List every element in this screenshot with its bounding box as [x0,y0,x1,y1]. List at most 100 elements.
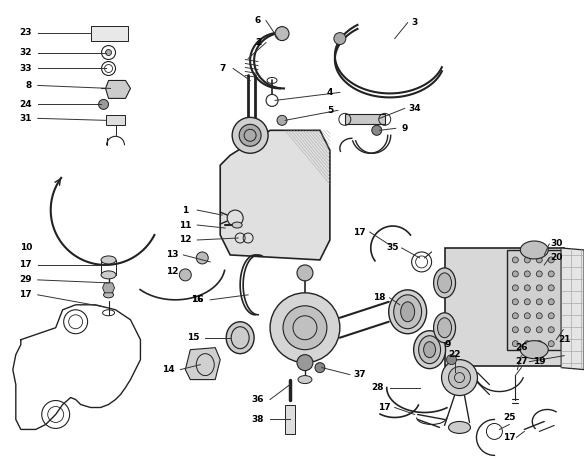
Text: 7: 7 [219,64,225,73]
Polygon shape [220,130,330,260]
Text: 5: 5 [327,106,333,115]
Text: 24: 24 [19,100,32,109]
Circle shape [536,299,542,305]
Polygon shape [285,405,295,435]
Circle shape [548,341,554,347]
Text: 32: 32 [19,48,32,57]
Circle shape [512,313,518,319]
Text: 31: 31 [19,114,32,123]
Circle shape [197,252,208,264]
Circle shape [277,115,287,125]
Ellipse shape [438,318,452,338]
Ellipse shape [298,376,312,384]
Circle shape [524,271,531,277]
Text: 34: 34 [408,104,421,113]
Circle shape [524,257,531,263]
Circle shape [536,341,542,347]
Circle shape [442,360,477,396]
Circle shape [449,367,470,389]
Circle shape [372,125,382,135]
Ellipse shape [394,295,422,329]
Circle shape [548,285,554,291]
Ellipse shape [104,292,113,298]
Text: 17: 17 [19,290,32,299]
Text: 9: 9 [445,340,450,349]
Circle shape [512,257,518,263]
Circle shape [548,327,554,332]
Ellipse shape [232,222,242,228]
Circle shape [275,27,289,40]
Ellipse shape [424,342,436,358]
Text: 16: 16 [191,295,204,304]
Ellipse shape [520,241,548,259]
Ellipse shape [520,341,548,359]
Ellipse shape [388,290,426,334]
Circle shape [524,285,531,291]
Text: 29: 29 [19,276,32,285]
Text: 2: 2 [255,38,261,47]
Text: 21: 21 [558,335,570,344]
Circle shape [524,313,531,319]
Circle shape [548,299,554,305]
Circle shape [548,313,554,319]
Text: 10: 10 [19,244,32,253]
Text: 1: 1 [182,206,188,215]
Text: 20: 20 [550,254,562,263]
Text: 17: 17 [503,433,515,442]
Ellipse shape [101,271,116,279]
Polygon shape [507,250,561,350]
Circle shape [98,99,109,109]
Circle shape [512,327,518,332]
Ellipse shape [433,268,456,298]
Circle shape [536,313,542,319]
Circle shape [524,327,531,332]
Ellipse shape [414,331,446,369]
Text: 35: 35 [387,244,399,253]
Text: 19: 19 [533,357,546,366]
Text: 12: 12 [179,236,191,245]
Text: 18: 18 [373,294,386,302]
Circle shape [297,355,313,370]
Ellipse shape [438,273,452,293]
Circle shape [446,355,456,365]
Ellipse shape [449,421,470,433]
Circle shape [180,269,191,281]
Ellipse shape [401,302,415,322]
Text: 30: 30 [550,239,562,248]
Text: 37: 37 [353,370,366,379]
Circle shape [536,327,542,332]
Text: 25: 25 [503,413,515,422]
Text: 17: 17 [378,403,391,412]
Circle shape [512,271,518,277]
Text: 17: 17 [19,260,32,269]
Circle shape [524,341,531,347]
Circle shape [536,257,542,263]
Text: 16: 16 [191,295,204,304]
Circle shape [315,362,325,372]
Circle shape [536,271,542,277]
Circle shape [524,299,531,305]
Text: 33: 33 [19,64,32,73]
Circle shape [232,117,268,153]
Text: 22: 22 [448,350,461,359]
Circle shape [270,293,340,362]
Text: 17: 17 [353,228,366,237]
Circle shape [239,124,261,146]
Circle shape [548,271,554,277]
Polygon shape [185,348,220,380]
Text: 6: 6 [255,16,261,25]
Text: 13: 13 [166,250,178,259]
Text: 8: 8 [26,81,32,90]
Circle shape [512,285,518,291]
Ellipse shape [226,322,254,354]
Ellipse shape [101,256,116,264]
Text: 15: 15 [187,333,199,342]
Ellipse shape [433,313,456,342]
Bar [91,26,129,40]
Text: 12: 12 [166,267,178,276]
Polygon shape [561,248,584,370]
Circle shape [297,265,313,281]
Polygon shape [345,114,385,124]
Text: 36: 36 [252,395,264,404]
Text: 28: 28 [371,383,384,392]
